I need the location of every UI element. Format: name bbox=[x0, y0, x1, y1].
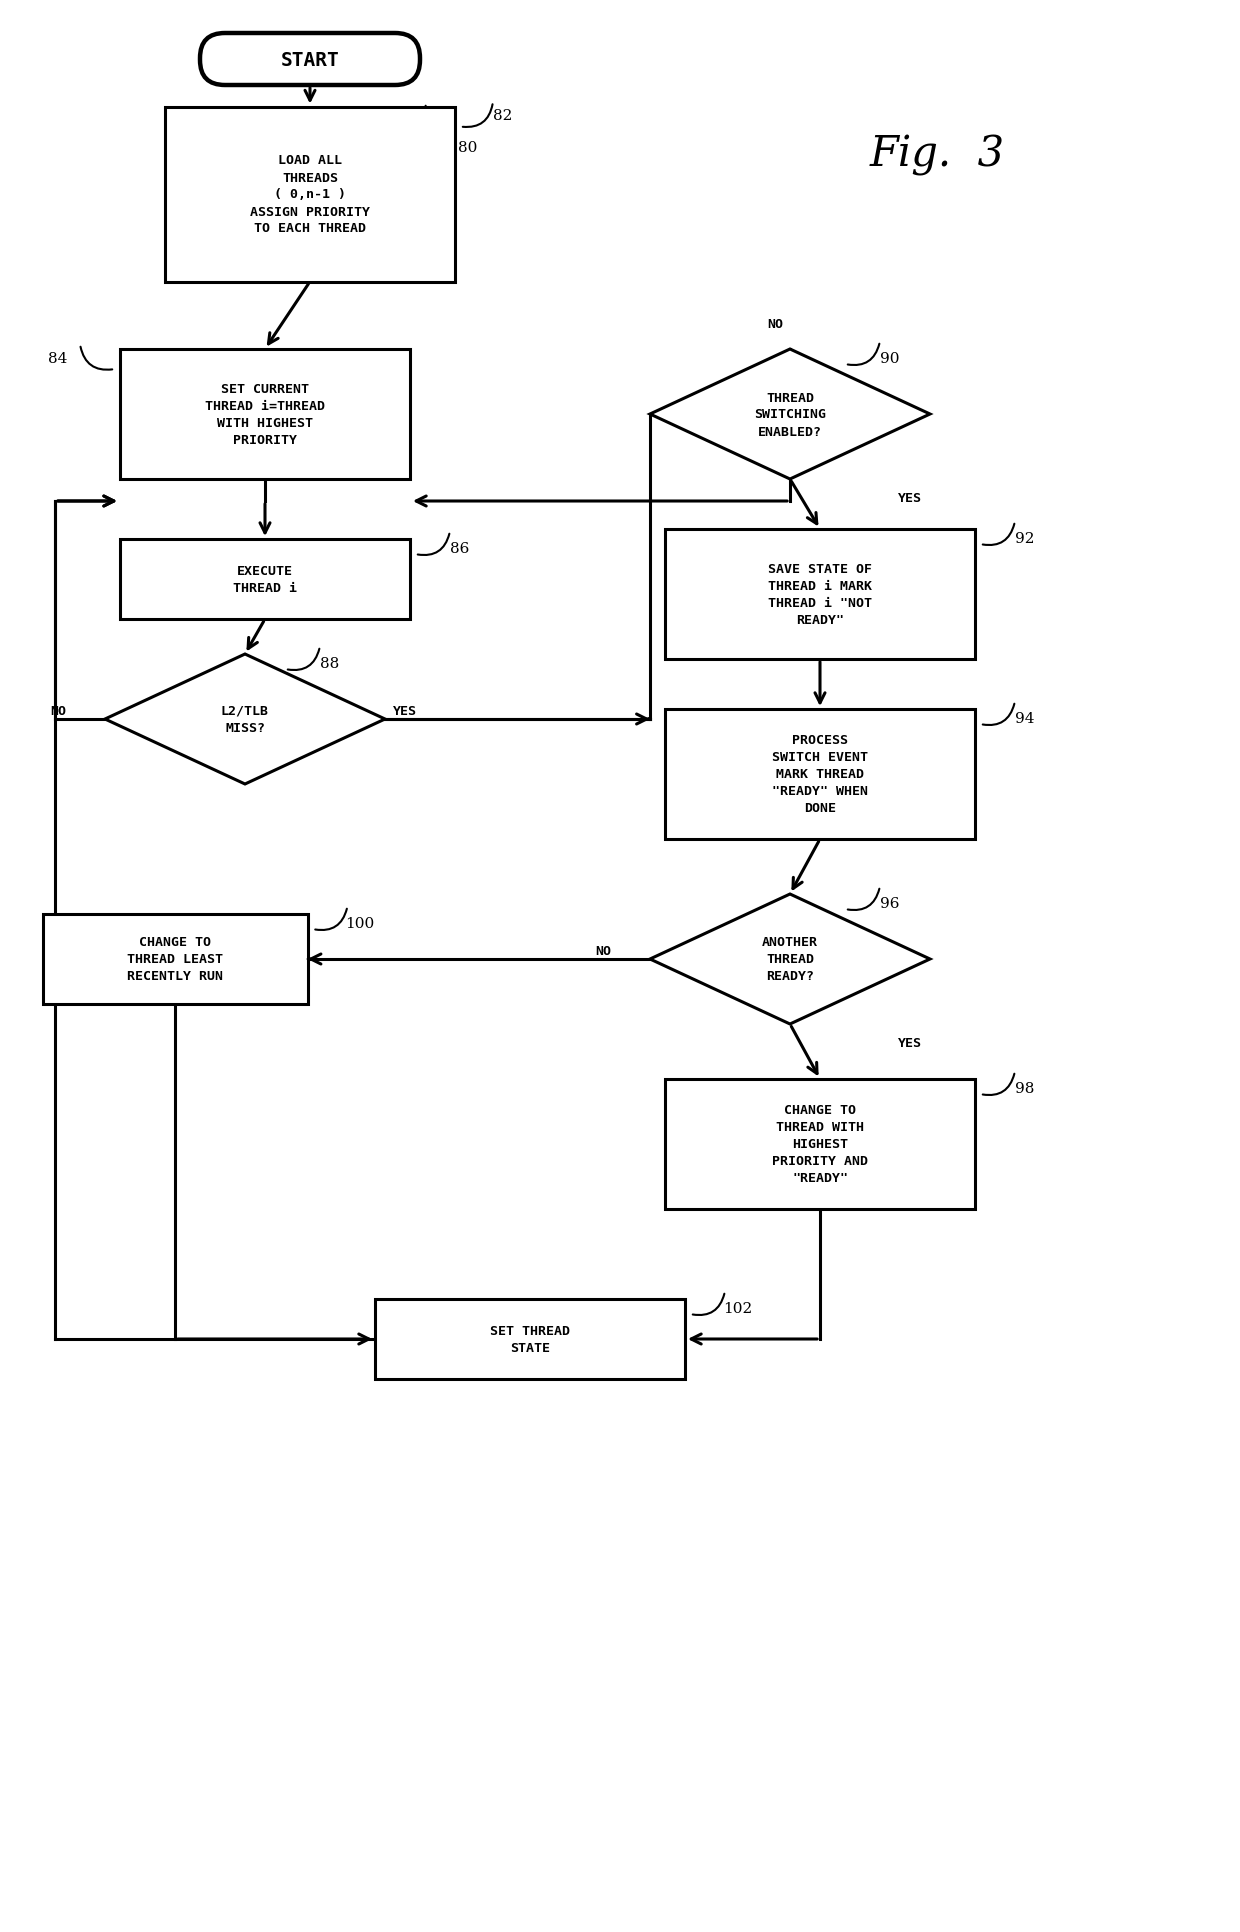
Text: NO: NO bbox=[768, 319, 782, 330]
Text: 86: 86 bbox=[450, 541, 470, 556]
FancyBboxPatch shape bbox=[665, 1080, 975, 1209]
Text: 84: 84 bbox=[48, 352, 67, 365]
Text: 92: 92 bbox=[1016, 531, 1034, 545]
Text: PROCESS
SWITCH EVENT
MARK THREAD
"READY" WHEN
DONE: PROCESS SWITCH EVENT MARK THREAD "READY"… bbox=[773, 734, 868, 815]
Text: NO: NO bbox=[595, 945, 611, 958]
Text: 82: 82 bbox=[494, 110, 512, 124]
FancyBboxPatch shape bbox=[42, 914, 308, 1005]
FancyBboxPatch shape bbox=[120, 539, 410, 620]
Text: 96: 96 bbox=[880, 896, 899, 910]
FancyBboxPatch shape bbox=[665, 529, 975, 659]
FancyBboxPatch shape bbox=[165, 108, 455, 282]
Text: 102: 102 bbox=[723, 1302, 753, 1316]
FancyBboxPatch shape bbox=[374, 1300, 684, 1379]
Text: YES: YES bbox=[898, 493, 923, 504]
Text: YES: YES bbox=[898, 1036, 923, 1049]
Text: L2/TLB
MISS?: L2/TLB MISS? bbox=[221, 705, 269, 734]
Text: LOAD ALL
THREADS
( 0,n-1 )
ASSIGN PRIORITY
TO EACH THREAD: LOAD ALL THREADS ( 0,n-1 ) ASSIGN PRIORI… bbox=[250, 155, 370, 236]
Polygon shape bbox=[105, 655, 384, 784]
Polygon shape bbox=[650, 895, 930, 1024]
Text: 94: 94 bbox=[1016, 711, 1034, 726]
Text: ANOTHER
THREAD
READY?: ANOTHER THREAD READY? bbox=[763, 935, 818, 983]
Text: 88: 88 bbox=[320, 657, 340, 670]
Text: 98: 98 bbox=[1016, 1082, 1034, 1095]
Text: EXECUTE
THREAD i: EXECUTE THREAD i bbox=[233, 564, 298, 595]
Text: Fig.  3: Fig. 3 bbox=[870, 133, 1006, 176]
Text: 90: 90 bbox=[880, 352, 899, 365]
Text: CHANGE TO
THREAD WITH
HIGHEST
PRIORITY AND
"READY": CHANGE TO THREAD WITH HIGHEST PRIORITY A… bbox=[773, 1103, 868, 1184]
Text: SET THREAD
STATE: SET THREAD STATE bbox=[490, 1323, 570, 1354]
Text: 80: 80 bbox=[458, 141, 477, 155]
FancyBboxPatch shape bbox=[120, 350, 410, 479]
Text: CHANGE TO
THREAD LEAST
RECENTLY RUN: CHANGE TO THREAD LEAST RECENTLY RUN bbox=[126, 935, 223, 983]
Polygon shape bbox=[650, 350, 930, 479]
FancyBboxPatch shape bbox=[665, 709, 975, 840]
Text: YES: YES bbox=[393, 705, 417, 719]
Text: SET CURRENT
THREAD i=THREAD
WITH HIGHEST
PRIORITY: SET CURRENT THREAD i=THREAD WITH HIGHEST… bbox=[205, 383, 325, 446]
Text: SAVE STATE OF
THREAD i MARK
THREAD i "NOT
READY": SAVE STATE OF THREAD i MARK THREAD i "NO… bbox=[768, 562, 872, 626]
Text: 100: 100 bbox=[346, 916, 374, 931]
Text: NO: NO bbox=[50, 705, 66, 719]
Text: START: START bbox=[280, 50, 340, 70]
FancyBboxPatch shape bbox=[200, 35, 420, 85]
Text: THREAD
SWITCHING
ENABLED?: THREAD SWITCHING ENABLED? bbox=[754, 392, 826, 439]
